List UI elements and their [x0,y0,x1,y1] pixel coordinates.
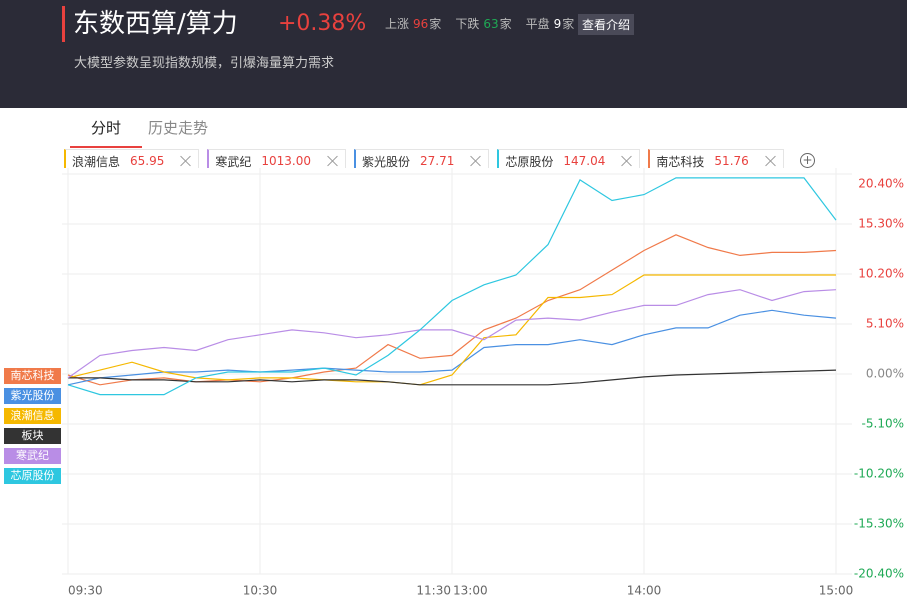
stat-count: 63 [483,17,499,31]
stat: 上涨 96家 [385,15,441,32]
stat: 平盘 9家 [526,15,575,32]
stock-name: 芯原股份 [505,154,554,169]
plot-area [62,168,852,574]
title: 东数西算/算力 [62,6,238,42]
legend-swatch [4,408,61,424]
stock-name: 南芯科技 [656,154,705,169]
watchlist: 浪潮信息 65.95 寒武纪 1013.00 紫光股份 27.71 芯原股份 147.04 南芯… [64,149,784,173]
legend-label: 紫光股份 [11,388,55,402]
stock-chip[interactable]: 紫光股份 27.71 [354,149,490,173]
x-tick-label: 10:30 [243,584,278,598]
y-tick-label: 5.10% [866,317,904,331]
legend-swatch [4,448,61,464]
stat-unit: 家 [562,17,575,31]
y-tick-label: 10.20% [858,267,904,281]
series-line [68,369,837,386]
x-tick-label: 14:00 [627,584,662,598]
y-tick-label: -15.30% [854,517,904,531]
change: +0.38% [278,11,367,36]
stat-count: 96 [413,17,429,31]
tabs: 分时 历史走势 [70,112,214,148]
stock-price: 1013.00 [261,154,312,168]
stat-label: 下跌 [455,17,480,31]
stock-price: 65.95 [130,154,165,168]
stats: 上涨 96家 下跌 63家 平盘 9家 [385,15,574,32]
stock-name: 寒武纪 [215,154,252,169]
header: 东数西算/算力 +0.38% 上涨 96家 下跌 63家 平盘 9家 查看介绍 大模型参数… [0,0,907,108]
legend-label: 浪潮信息 [11,408,55,422]
legend-label: 南芯科技 [11,368,55,382]
y-tick-label: 20.40% [858,177,904,191]
x-tick-label: 11:30 [416,584,451,598]
stat-unit: 家 [499,17,512,31]
legend-label: 芯原股份 [11,468,55,482]
stat: 下跌 63家 [455,15,511,32]
intro-button[interactable]: 查看介绍 [578,14,635,35]
stock-name: 浪潮信息 [72,154,121,169]
stat-unit: 家 [429,17,442,31]
legend-swatch [4,388,61,404]
series-line [67,289,837,379]
y-tick-label: -5.10% [862,417,904,431]
x-tick-label: 15:00 [819,584,854,598]
series-line [67,177,837,396]
legend-label: 寒武纪 [16,448,49,462]
y-tick-label: 15.30% [858,217,904,231]
stock-price: 27.71 [420,154,455,168]
x-tick-label: 13:00 [453,584,488,598]
legend-label: 板块 [22,428,44,442]
subtitle: 大模型参数呈现指数规模，引爆海量算力需求 [74,56,335,71]
stock-price: 51.76 [714,154,749,168]
tab[interactable]: 分时 [70,112,142,148]
series-line [67,309,837,386]
legend-swatch [4,428,61,444]
stat-count: 9 [553,17,562,31]
add-button[interactable]: + [800,153,815,168]
tab[interactable]: 历史走势 [147,119,208,137]
stock-name: 紫光股份 [362,154,411,169]
y-tick-label: 0.00% [866,367,904,381]
y-tick-label: -10.20% [854,467,904,481]
y-tick-label: -20.40% [854,567,904,581]
legend-swatch [4,368,61,384]
x-tick-label: 09:30 [68,584,103,598]
stock-price: 147.04 [563,154,606,168]
stat-label: 平盘 [525,17,550,31]
legend-swatch [4,468,61,484]
stat-label: 上涨 [385,17,410,31]
